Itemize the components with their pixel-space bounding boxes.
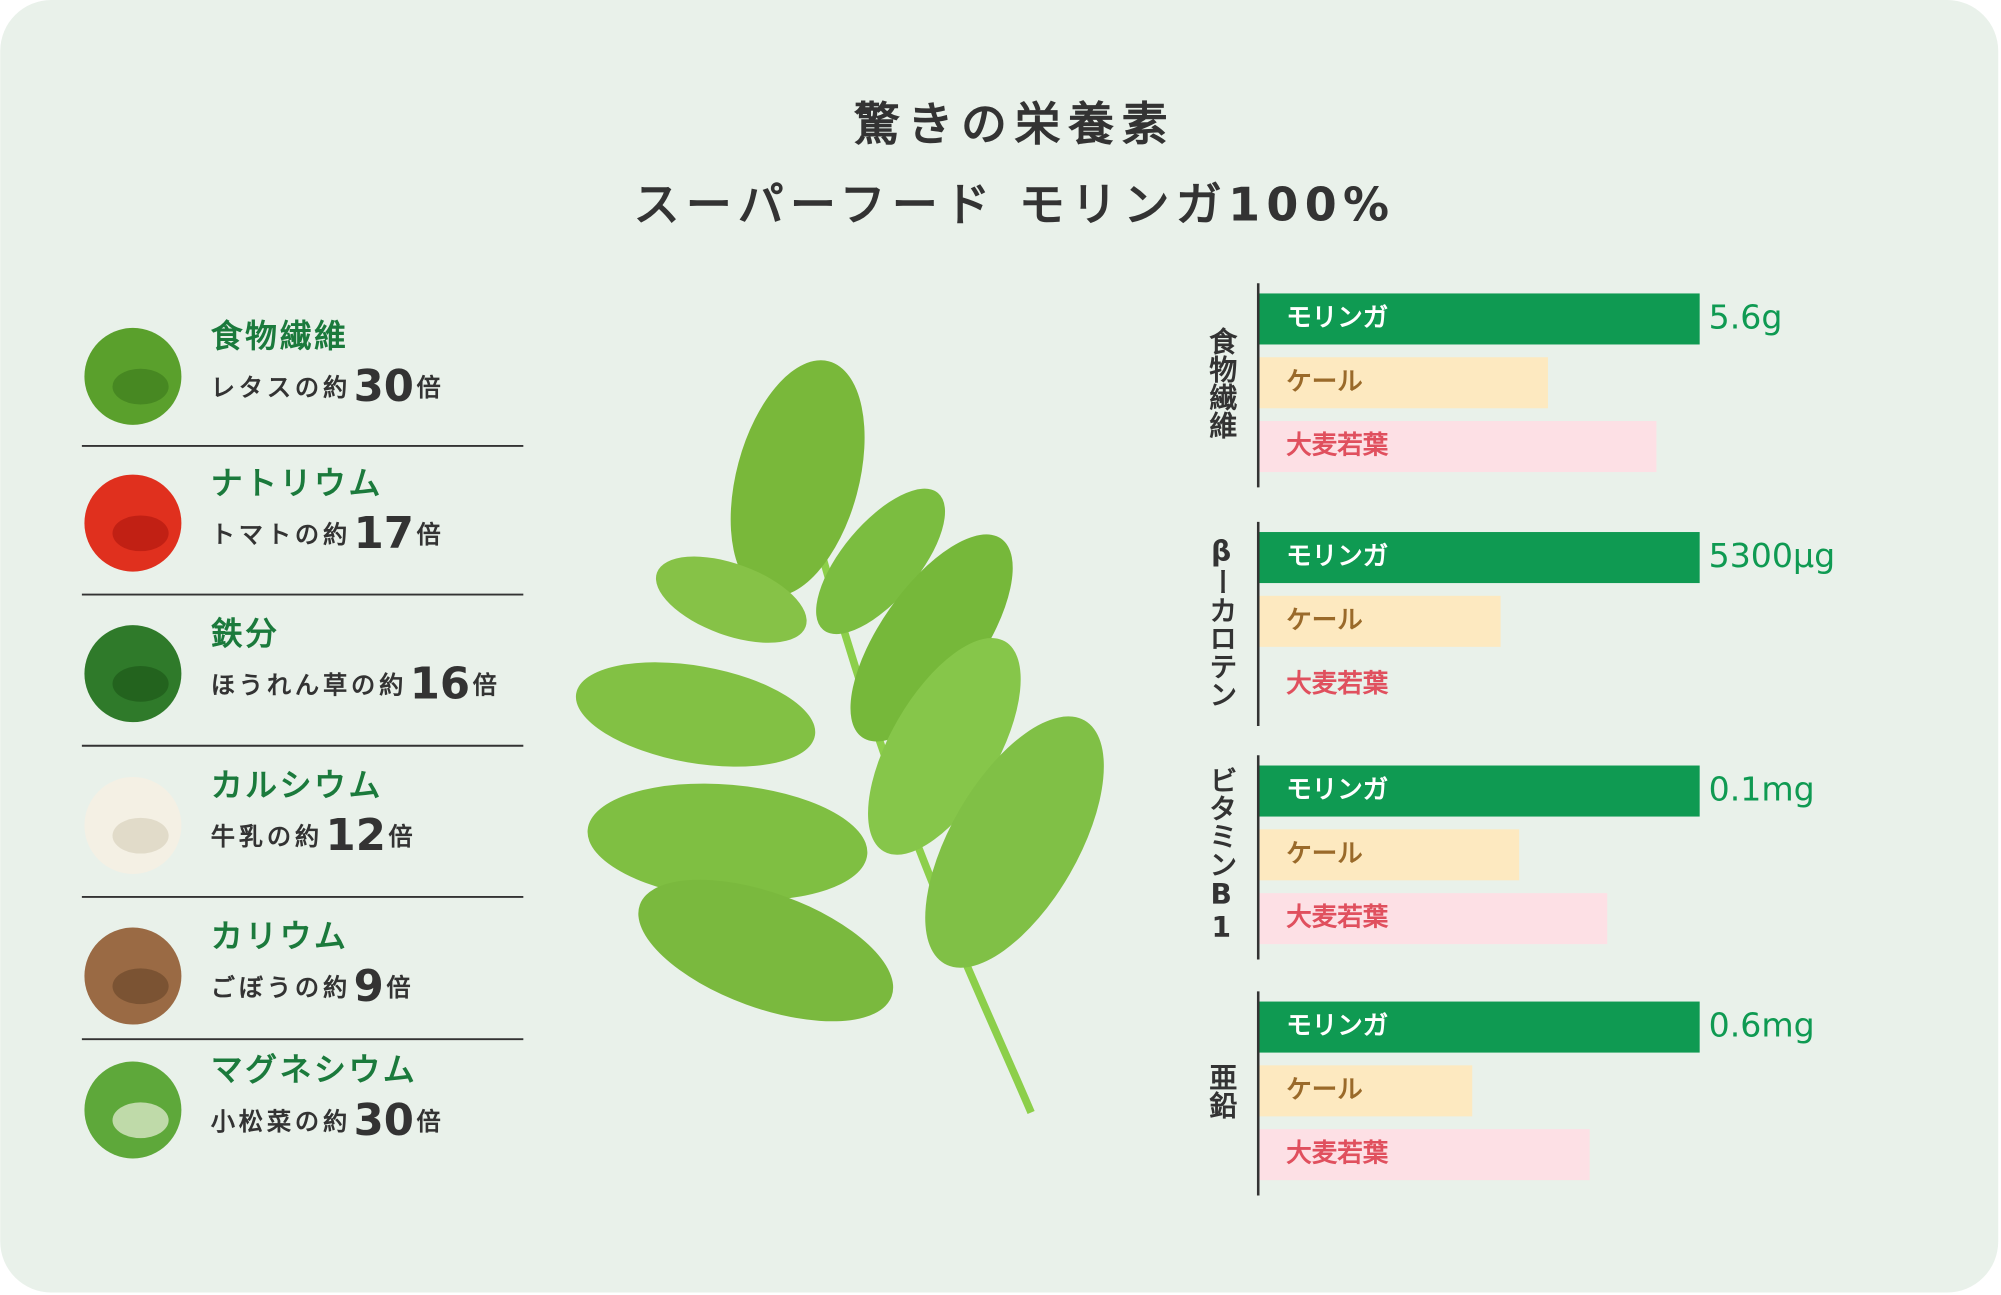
comparison-multiple: 16 <box>410 659 470 709</box>
subtitle: スーパーフード モリンガ100% <box>634 177 1396 231</box>
nutrient-icon-detail <box>112 368 169 405</box>
nutrient-name: 鉄分 <box>211 614 280 652</box>
bar <box>1259 829 1520 881</box>
comparison-multiple: 30 <box>354 1095 414 1145</box>
bar <box>1259 421 1657 473</box>
nutrient-comparison: レタスの約30 倍 <box>211 362 441 412</box>
nutrient-name: カルシウム <box>211 766 383 804</box>
bar-label: 大麦若葉 <box>1286 903 1389 933</box>
comparison-suffix: 倍 <box>417 520 441 549</box>
comparison-suffix: 倍 <box>386 973 410 1002</box>
comparison-text: 小松菜の約 <box>211 1107 351 1136</box>
nutrient-icon-detail <box>112 968 169 1005</box>
comparison-multiple: 30 <box>354 362 414 412</box>
nutrient-comparison: トマトの約17 倍 <box>211 508 441 558</box>
bar-label: モリンガ <box>1286 775 1388 805</box>
bar <box>1259 1001 1700 1053</box>
bar-label: 大麦若葉 <box>1286 431 1389 461</box>
bar-label: モリンガ <box>1286 1011 1388 1041</box>
bar <box>1259 765 1700 817</box>
bar <box>1259 293 1700 345</box>
bar-label: ケール <box>1286 839 1363 869</box>
nutrient-name: ナトリウム <box>211 464 383 502</box>
bar-label: ケール <box>1286 605 1363 635</box>
bar-label: 大麦若葉 <box>1286 669 1389 699</box>
bar <box>1259 532 1700 584</box>
comparison-multiple: 17 <box>354 508 414 558</box>
bar <box>1259 1129 1590 1181</box>
value-label: 0.6mg <box>1709 1006 1815 1045</box>
title: 驚きの栄養素 <box>854 97 1175 151</box>
comparison-text: 牛乳の約 <box>211 822 323 851</box>
comparison-multiple: 12 <box>326 811 386 861</box>
group-label: ビタミンB1 <box>1205 765 1238 944</box>
nutrient-name: マグネシウム <box>211 1051 418 1089</box>
nutrient-comparison: 牛乳の約12 倍 <box>211 811 413 861</box>
nutrient-icon-detail <box>112 1102 169 1139</box>
group-label: βーカロテン <box>1205 535 1238 708</box>
nutrient-icon-detail <box>112 515 169 552</box>
moringa-leaf <box>575 360 1104 1115</box>
nutrient-icon-detail <box>112 817 169 854</box>
nutrient-comparison: 小松菜の約30 倍 <box>211 1095 441 1145</box>
nutrient-comparison: ほうれん草の約16 倍 <box>211 659 497 709</box>
comparison-text: ほうれん草の約 <box>211 670 407 699</box>
bar-label: ケール <box>1286 367 1363 397</box>
bar-label: モリンガ <box>1286 542 1388 572</box>
comparison-text: トマトの約 <box>211 520 351 549</box>
bar <box>1259 595 1501 647</box>
bar-label: ケール <box>1286 1075 1363 1105</box>
bar-label: モリンガ <box>1286 303 1388 333</box>
bar <box>1259 357 1548 409</box>
comparison-text: レタスの約 <box>211 373 351 402</box>
value-label: 5300μg <box>1709 536 1836 575</box>
nutrient-name: カリウム <box>211 917 349 955</box>
comparison-suffix: 倍 <box>417 373 441 402</box>
comparison-suffix: 倍 <box>388 822 412 851</box>
comparison-suffix: 倍 <box>417 1107 441 1136</box>
group-label: 亜鉛 <box>1205 1063 1238 1119</box>
comparison-text: ごぼうの約 <box>211 973 351 1002</box>
nutrient-icon-detail <box>112 666 169 702</box>
nutrient-name: 食物繊維 <box>211 317 349 355</box>
comparison-suffix: 倍 <box>473 670 497 699</box>
nutrient-comparison: ごぼうの約9 倍 <box>211 961 411 1011</box>
comparison-multiple: 9 <box>354 961 384 1011</box>
value-label: 5.6g <box>1709 297 1783 336</box>
bar <box>1259 893 1608 945</box>
bar-label: 大麦若葉 <box>1286 1139 1389 1169</box>
value-label: 0.1mg <box>1709 770 1815 809</box>
bar <box>1259 1065 1473 1117</box>
group-label: 食物繊維 <box>1205 325 1238 439</box>
